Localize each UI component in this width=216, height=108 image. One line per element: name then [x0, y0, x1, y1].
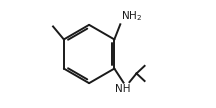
Text: NH: NH [115, 84, 130, 94]
Text: NH$_2$: NH$_2$ [121, 9, 142, 23]
